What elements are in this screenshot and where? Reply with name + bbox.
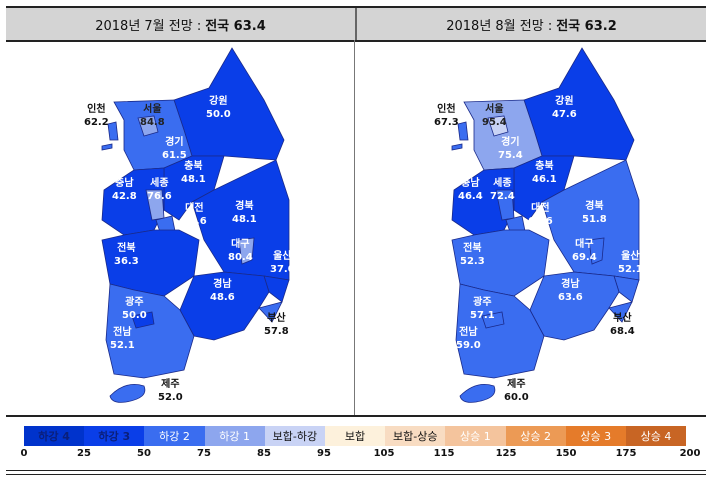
region-label-부산: 부산 57.8 xyxy=(264,313,289,337)
tick-175: 175 xyxy=(615,448,637,459)
region-label-경북: 경북 51.8 xyxy=(582,201,607,225)
legend-swatch-하강4: 하강 4 xyxy=(24,426,85,446)
region-label-강원: 강원 50.0 xyxy=(206,96,231,120)
tick-75: 75 xyxy=(197,448,211,459)
legend-top-rule xyxy=(6,415,706,417)
header-july-national: 전국 63.4 xyxy=(205,18,266,34)
region-label-광주: 광주 57.1 xyxy=(470,297,495,321)
region-label-전남: 전남 52.1 xyxy=(110,327,135,351)
region-label-충북: 충북 46.1 xyxy=(532,161,557,185)
legend-swatch-하강3: 하강 3 xyxy=(84,426,145,446)
region-label-충남: 충남 42.8 xyxy=(112,178,137,202)
tick-25: 25 xyxy=(77,448,91,459)
map-july: 인천 62.2 서울 84.8 강원 50.0 경기 61.5 충북 48.1 충남 42.… xyxy=(14,40,354,412)
region-label-대구: 대구 80.4 xyxy=(228,239,253,263)
region-label-전북: 전북 36.3 xyxy=(114,243,139,267)
region-label-전북: 전북 52.3 xyxy=(460,243,485,267)
legend-swatch-하강1: 하강 1 xyxy=(204,426,265,446)
region-label-경기: 경기 75.4 xyxy=(498,137,523,161)
header-august: 2018년 8월 전망 : 전국 63.2 xyxy=(357,8,706,40)
region-label-경남: 경남 48.6 xyxy=(210,279,235,303)
legend-swatch-상승2: 상승 2 xyxy=(505,426,566,446)
region-label-경기: 경기 61.5 xyxy=(162,137,187,161)
tick-115: 115 xyxy=(433,448,455,459)
header-july-prefix: 2018년 7월 전망 : xyxy=(95,18,202,34)
region-label-울산: 울산 52.1 xyxy=(618,251,643,275)
region-label-울산: 울산 37.0 xyxy=(270,251,295,275)
legend-swatch-상승1: 상승 1 xyxy=(445,426,506,446)
region-label-세종: 세종 76.6 xyxy=(147,178,172,202)
region-label-세종: 세종 72.4 xyxy=(490,178,515,202)
bottom-rule xyxy=(6,470,706,475)
region-label-충남: 충남 46.4 xyxy=(458,178,483,202)
region-label-제주: 제주 52.0 xyxy=(158,379,183,403)
tick-200: 200 xyxy=(679,448,701,459)
column-divider xyxy=(354,40,355,416)
region-label-경남: 경남 63.6 xyxy=(558,279,583,303)
region-label-강원: 강원 47.6 xyxy=(552,96,577,120)
legend-swatch-보합: 보합 xyxy=(324,426,386,446)
region-label-서울: 서울 84.8 xyxy=(140,104,165,128)
tick-95: 95 xyxy=(317,448,331,459)
tick-105: 105 xyxy=(373,448,395,459)
header-july: 2018년 7월 전망 : 전국 63.4 xyxy=(6,8,357,40)
legend-swatch-보합하강: 보합-하강 xyxy=(264,426,325,446)
region-label-서울: 서울 95.4 xyxy=(482,104,507,128)
tick-150: 150 xyxy=(555,448,577,459)
korea-map-august-svg xyxy=(451,47,640,403)
region-label-제주: 제주 60.0 xyxy=(504,379,529,403)
tick-50: 50 xyxy=(137,448,151,459)
region-label-경북: 경북 48.1 xyxy=(232,201,257,225)
region-label-충북: 충북 48.1 xyxy=(181,161,206,185)
region-label-전남: 전남 59.0 xyxy=(456,327,481,351)
map-august: 인천 67.3 서울 95.4 강원 47.6 경기 75.4 충북 46.1 충남 46.… xyxy=(364,40,704,412)
legend-swatch-보합상승: 보합-상승 xyxy=(385,426,446,446)
region-label-부산: 부산 68.4 xyxy=(610,313,635,337)
korea-map-july-svg xyxy=(101,47,290,403)
region-label-인천: 인천 62.2 xyxy=(84,104,109,128)
region-label-광주: 광주 50.0 xyxy=(122,297,147,321)
region-label-대전: 대전 66.6 xyxy=(182,203,207,227)
header-row: 2018년 7월 전망 : 전국 63.4 2018년 8월 전망 : 전국 6… xyxy=(6,6,706,42)
tick-125: 125 xyxy=(495,448,517,459)
tick-0: 0 xyxy=(20,448,28,459)
legend-swatch-하강2: 하강 2 xyxy=(144,426,205,446)
header-august-national: 전국 63.2 xyxy=(556,18,617,34)
region-label-대구: 대구 69.4 xyxy=(572,239,597,263)
color-legend: 하강 4 하강 3 하강 2 하강 1 보합-하강 보합 보합-상승 상승 1 … xyxy=(24,426,687,446)
tick-85: 85 xyxy=(257,448,271,459)
legend-ticks: 0 25 50 75 85 95 105 115 125 150 175 200 xyxy=(0,448,709,462)
header-august-prefix: 2018년 8월 전망 : xyxy=(446,18,553,34)
region-label-대전: 대전 69.6 xyxy=(528,203,553,227)
legend-swatch-상승4: 상승 4 xyxy=(625,426,687,446)
region-label-인천: 인천 67.3 xyxy=(434,104,459,128)
legend-swatch-상승3: 상승 3 xyxy=(565,426,626,446)
